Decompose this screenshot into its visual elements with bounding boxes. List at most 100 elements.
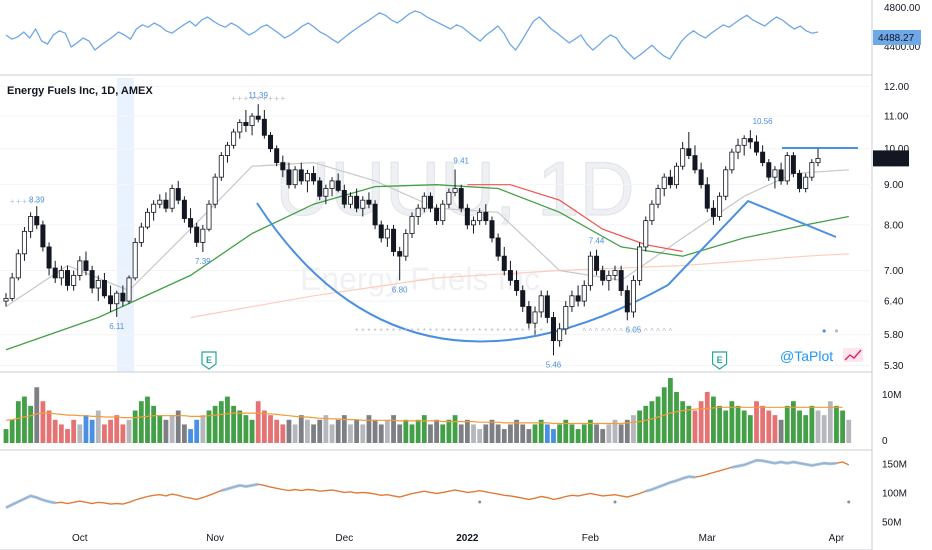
signal-marker: *: [447, 327, 450, 336]
candle: [188, 208, 194, 234]
volume-bar: [803, 415, 809, 443]
candle: [704, 177, 710, 213]
signal-marker: *: [404, 327, 407, 336]
signal-marker: +: [244, 94, 249, 103]
signal-marker: *: [490, 327, 493, 336]
candle: [114, 290, 120, 317]
volume-bar: [114, 415, 120, 443]
signal-marker: *: [417, 327, 420, 336]
volume-bar: [102, 424, 107, 443]
candle: [144, 208, 150, 230]
candle: [243, 109, 249, 133]
price-tick-label: 9.00: [884, 180, 904, 191]
candle: [218, 152, 224, 181]
volume-bar: [729, 401, 735, 443]
signal-marker: *: [435, 327, 438, 336]
candle: [132, 237, 138, 281]
signal-dot: [834, 329, 839, 333]
candle: [21, 227, 27, 261]
signal-marker: *: [484, 327, 487, 336]
candle: [384, 224, 390, 247]
price-tick-label: 5.80: [884, 330, 904, 341]
candle: [28, 212, 34, 238]
candle: [446, 188, 452, 209]
candle: [624, 285, 630, 321]
candle: [686, 132, 692, 160]
candle: [268, 132, 274, 153]
volume-bar: [821, 415, 827, 443]
volume-bar: [261, 410, 267, 443]
volume-bar: [477, 429, 483, 443]
signal-marker: *: [527, 327, 530, 336]
volume-bar: [231, 405, 237, 443]
candle: [261, 109, 267, 139]
candle: [643, 216, 649, 252]
signal-marker: *: [355, 327, 358, 336]
candle: [347, 192, 353, 209]
candle: [612, 265, 618, 281]
candle: [52, 260, 58, 283]
signal-marker: *: [367, 327, 370, 336]
volume-bar: [218, 401, 224, 443]
candle: [495, 233, 501, 261]
candle: [89, 265, 95, 294]
candle: [151, 200, 157, 221]
volume-bar: [612, 419, 618, 443]
candle: [138, 222, 144, 247]
price-annotation: 7.44: [589, 237, 605, 246]
signal-marker: *: [441, 327, 444, 336]
candle: [120, 285, 126, 307]
volume-bar: [138, 401, 144, 443]
price-annotation: 6.11: [109, 322, 125, 331]
obv-tick-label: 100M: [882, 488, 907, 499]
volume-bar: [206, 410, 212, 443]
volume-bar: [834, 405, 839, 443]
signal-marker: ^: [613, 327, 617, 336]
candle: [575, 285, 581, 307]
candle: [741, 135, 747, 156]
signal-marker: +: [262, 94, 267, 103]
candle: [747, 130, 753, 149]
signal-marker: *: [472, 327, 475, 336]
price-tick-label: 12.00: [884, 82, 909, 93]
volume-bar: [268, 415, 273, 443]
price-annotation: 10.56: [753, 117, 774, 126]
signal-marker: *: [374, 327, 377, 336]
cup-pattern-drawing: [256, 147, 858, 343]
price-annotation: 11.39: [248, 91, 268, 100]
volume-bar: [551, 429, 556, 443]
candle: [9, 272, 15, 302]
earnings-label: E: [206, 355, 212, 365]
candle: [292, 166, 298, 189]
candle: [34, 206, 40, 230]
candle: [544, 290, 550, 324]
signal-marker: *: [460, 327, 463, 336]
candle: [440, 200, 446, 225]
candle: [354, 188, 360, 213]
volume-bar: [372, 419, 378, 443]
price-tick-label: 5.30: [884, 361, 904, 372]
candle: [212, 173, 218, 209]
volume-bar: [378, 424, 384, 443]
volume-bar: [323, 415, 329, 443]
time-tick-label: Dec: [335, 533, 353, 544]
signal-marker: *: [466, 327, 469, 336]
volume-bar: [452, 415, 458, 443]
candle: [169, 184, 175, 213]
candle: [427, 192, 433, 213]
volume-bar: [532, 424, 538, 443]
earnings-icon: [711, 351, 728, 370]
volume-bar: [747, 415, 753, 443]
volume-bar: [544, 424, 550, 443]
volume-bar: [163, 419, 169, 443]
volume-bar: [28, 405, 34, 443]
signal-marker: +: [22, 197, 27, 206]
candle: [637, 242, 643, 286]
price-tick-label: 11.00: [884, 112, 909, 123]
volume-bar: [772, 415, 778, 443]
signal-marker: ^: [638, 327, 642, 336]
signal-marker: *: [361, 327, 364, 336]
volume-bar: [335, 419, 341, 443]
signal-marker: *: [392, 327, 395, 336]
